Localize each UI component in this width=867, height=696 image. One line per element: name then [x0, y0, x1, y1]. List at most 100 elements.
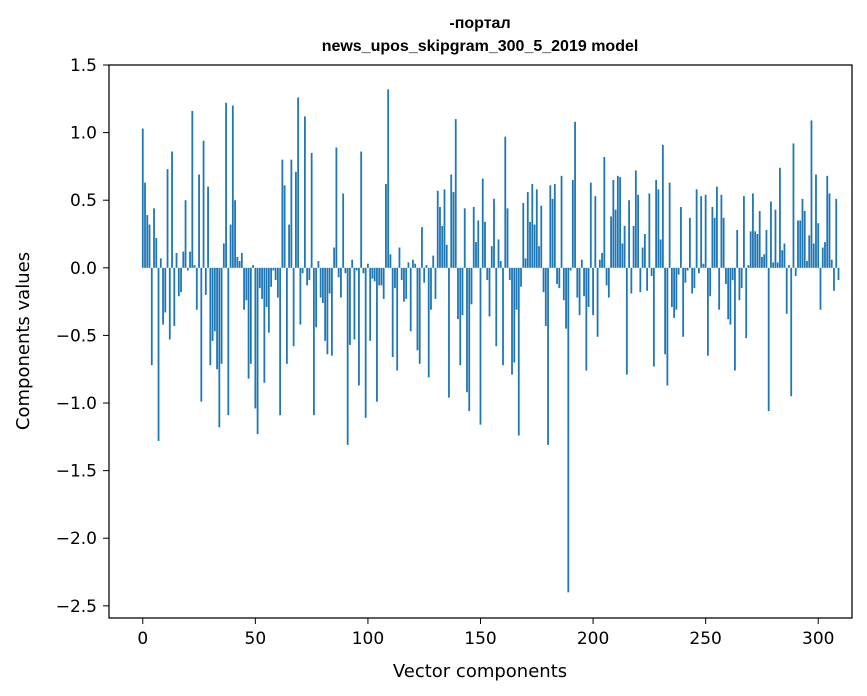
bar: [373, 267, 376, 282]
bar: [231, 105, 234, 268]
bar: [412, 259, 414, 268]
bar: [803, 211, 806, 268]
bar: [610, 216, 612, 268]
bar: [380, 267, 383, 286]
bar: [837, 267, 840, 280]
bar: [299, 267, 302, 325]
bar: [596, 267, 599, 337]
bar: [326, 267, 329, 355]
bar: [529, 221, 531, 268]
bar: [558, 267, 561, 289]
bar: [698, 267, 700, 274]
bar: [799, 220, 802, 268]
bar: [317, 261, 320, 268]
bar: [535, 189, 538, 268]
bar: [792, 143, 795, 268]
bar: [432, 255, 435, 268]
bar: [574, 121, 576, 268]
bar: [828, 193, 831, 268]
bar: [824, 242, 826, 268]
bar: [270, 267, 273, 287]
bar: [331, 267, 333, 356]
bar: [229, 224, 232, 268]
bar: [166, 169, 169, 268]
bar: [457, 267, 459, 320]
bar: [520, 267, 522, 287]
bar: [614, 209, 617, 268]
bar: [679, 206, 682, 268]
bar: [603, 156, 606, 268]
bar: [258, 267, 261, 289]
bar: [466, 267, 468, 393]
y-axis-ticks: 1.5 1.0 0.5 0.0 −0.5 −1.0 −1.5 −2.0 −2.5: [56, 56, 109, 617]
bar: [297, 97, 300, 268]
y-tick-label: −2.5: [56, 597, 97, 617]
bar: [421, 227, 423, 268]
bar: [191, 110, 194, 268]
bar: [704, 194, 707, 268]
bar: [666, 267, 669, 386]
bar: [785, 267, 788, 314]
bar: [333, 247, 336, 268]
bar: [265, 267, 268, 308]
bar: [398, 247, 401, 268]
y-tick-label: −1.5: [56, 462, 97, 482]
bar: [495, 267, 498, 347]
bar: [758, 211, 761, 268]
y-tick-label: −2.0: [56, 529, 97, 549]
bar: [344, 267, 347, 274]
bar: [547, 267, 549, 445]
bar: [524, 258, 527, 268]
bar: [403, 267, 405, 302]
bar: [738, 267, 741, 301]
bar: [607, 267, 610, 298]
bar: [587, 267, 590, 308]
bar: [256, 267, 259, 435]
bar: [707, 267, 709, 356]
bar: [439, 206, 441, 268]
bar: [220, 267, 223, 364]
bar: [184, 200, 187, 268]
bar: [668, 182, 671, 268]
bar: [391, 267, 394, 358]
bar: [833, 267, 835, 291]
x-axis-label: Vector components: [393, 661, 567, 682]
bar: [342, 193, 345, 268]
bar: [382, 267, 385, 299]
bar: [423, 267, 426, 283]
bar: [725, 267, 727, 285]
bar: [695, 189, 698, 268]
bar: [443, 189, 446, 268]
y-tick-label: 1.0: [70, 124, 97, 144]
bar: [502, 267, 504, 366]
bar: [252, 265, 254, 268]
bar: [490, 246, 493, 268]
bar: [756, 234, 759, 268]
bar: [396, 267, 399, 371]
bar: [745, 267, 748, 339]
bar: [713, 217, 716, 268]
bar: [315, 267, 318, 328]
bar: [189, 251, 191, 268]
bar: [583, 267, 585, 297]
bar: [625, 267, 628, 375]
bar: [659, 239, 662, 268]
bar: [238, 261, 241, 268]
bar: [292, 267, 295, 347]
bar: [245, 267, 248, 301]
bar: [794, 267, 797, 276]
bar: [285, 267, 288, 364]
bar: [385, 183, 387, 268]
bar: [776, 262, 779, 268]
bar: [580, 259, 583, 268]
bar: [484, 221, 486, 268]
bar: [686, 267, 689, 271]
x-tick-label: 300: [802, 629, 834, 649]
bar: [306, 267, 309, 286]
bar: [677, 267, 680, 275]
bar: [772, 262, 775, 268]
bar: [155, 238, 158, 268]
bar: [641, 247, 644, 268]
bar: [234, 200, 236, 268]
bar: [788, 265, 790, 268]
